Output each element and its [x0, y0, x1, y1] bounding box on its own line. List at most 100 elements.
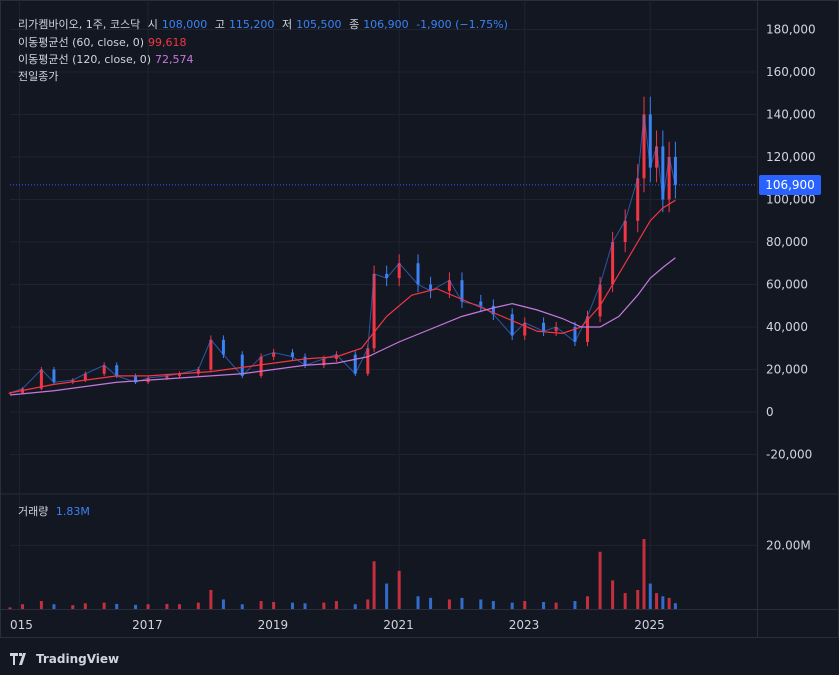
volume-legend[interactable]: 거래량 1.83M: [18, 505, 94, 519]
price-candle: [655, 146, 659, 168]
volume-bar: [510, 602, 514, 609]
price-tick-label: -20,000: [766, 448, 812, 462]
time-tick-label: 2023: [509, 618, 540, 632]
volume-bar: [290, 602, 294, 609]
volume-bar: [460, 597, 464, 609]
volume-bar: [573, 601, 577, 609]
volume-bar: [52, 604, 56, 609]
volume-bar: [272, 602, 276, 609]
volume-bar: [397, 570, 401, 609]
price-candle: [134, 375, 138, 383]
price-candle: [598, 284, 602, 317]
ma60-line: [9, 199, 676, 394]
price-candle: [667, 157, 671, 200]
price-candle: [510, 314, 514, 336]
price-tick-label: 100,000: [766, 193, 816, 207]
price-tick-label: 60,000: [766, 278, 808, 292]
price-candle: [177, 373, 181, 376]
time-tick-label: 2017: [132, 618, 163, 632]
volume-bar: [554, 602, 558, 609]
last-price-badge: 106,900: [759, 175, 821, 195]
volume-bar: [655, 593, 659, 609]
price-candle: [259, 356, 263, 376]
price-candle: [397, 263, 401, 279]
price-line: [9, 114, 676, 394]
price-candle: [209, 339, 213, 370]
price-tick-label: 40,000: [766, 320, 808, 334]
ma60-legend[interactable]: 이동평균선 (60, close, 0) 99,618: [18, 36, 191, 50]
price-tick-label: 80,000: [766, 235, 808, 249]
volume-bar: [115, 603, 119, 609]
volume-bar: [134, 604, 138, 609]
volume-bar: [447, 599, 451, 609]
volume-bar: [642, 539, 646, 609]
price-candle: [196, 369, 200, 374]
time-tick-label: 2025: [634, 618, 665, 632]
volume-bar: [673, 603, 677, 609]
high-value: 115,200: [228, 18, 275, 31]
price-candle: [102, 365, 106, 374]
price-candle: [240, 354, 244, 376]
volume-bar: [165, 603, 169, 609]
volume-bar: [303, 603, 307, 609]
volume-bar: [322, 602, 326, 609]
high-label: 고: [214, 18, 225, 31]
price-candle: [491, 305, 495, 315]
volume-bar: [586, 596, 590, 609]
price-candle: [460, 280, 464, 302]
price-candle: [623, 220, 627, 242]
price-candle: [353, 354, 357, 374]
volume-bar: [479, 599, 483, 609]
volume-bar: [102, 602, 106, 609]
volume-bar: [623, 593, 627, 609]
price-candle: [385, 273, 389, 279]
prev-close-legend[interactable]: 전일종가: [18, 70, 62, 84]
price-candle: [429, 284, 433, 291]
volume-bar: [661, 596, 665, 609]
volume-value: 1.83M: [55, 505, 90, 518]
volume-series: [8, 539, 677, 609]
time-tick-label: 2019: [258, 618, 289, 632]
tradingview-footer[interactable]: TradingView: [10, 650, 119, 668]
volume-bar: [523, 601, 527, 609]
volume-bar: [667, 597, 671, 609]
price-series: [8, 96, 677, 395]
price-tick-label: 0: [766, 405, 774, 419]
volume-bar: [334, 601, 338, 609]
price-tick-label: 160,000: [766, 65, 816, 79]
price-candle: [8, 392, 12, 394]
price-tick-label: 120,000: [766, 150, 816, 164]
open-label: 시: [147, 18, 158, 31]
price-candle: [165, 375, 169, 378]
price-candle: [366, 348, 370, 374]
price-tick-label: 140,000: [766, 108, 816, 122]
price-candle: [554, 327, 558, 332]
price-candle: [290, 352, 294, 357]
price-candle: [272, 352, 276, 357]
time-tick-label: 015: [10, 618, 33, 632]
symbol-legend: 리가켐바이오, 1주, 코스닥 시 108,000 고 115,200 저 105,5…: [18, 18, 512, 32]
ma120-legend[interactable]: 이동평균선 (120, close, 0) 72,574: [18, 53, 198, 67]
price-candle: [52, 369, 56, 383]
volume-bar: [259, 601, 263, 609]
price-candle: [611, 242, 615, 285]
ma60-label: 이동평균선 (60, close, 0): [18, 36, 144, 49]
price-candle: [71, 380, 75, 383]
price-candle: [661, 146, 665, 200]
ma60-value: 99,618: [148, 36, 187, 49]
price-candle: [303, 356, 307, 366]
low-value: 105,500: [296, 18, 342, 31]
chart-frame: [0, 0, 839, 638]
price-tick-label: 180,000: [766, 23, 816, 37]
price-candle: [479, 301, 483, 306]
price-candle: [372, 273, 376, 349]
volume-bar: [385, 583, 389, 609]
ma120-label: 이동평균선 (120, close, 0): [18, 53, 151, 66]
volume-bar: [416, 596, 420, 609]
volume-bar: [177, 604, 181, 609]
volume-bar: [240, 604, 244, 609]
volume-bar: [221, 599, 225, 609]
price-candle: [416, 263, 420, 285]
